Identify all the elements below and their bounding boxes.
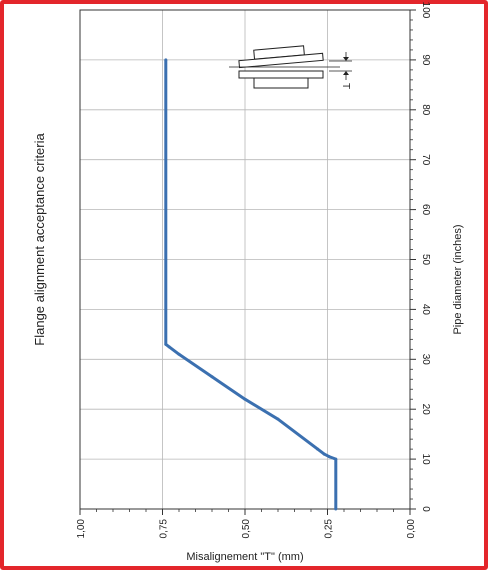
x-axis-label: Misalignement "T" (mm) [186,551,303,563]
y-tick-label: 40 [420,304,431,316]
series-point [334,457,338,461]
series-point [243,397,247,401]
series-points [164,58,338,511]
x-tick-label: 0,25 [324,519,335,539]
y-tick-label: 50 [420,254,431,266]
grid [79,9,411,510]
x-ticks: 1,00 0,75 0,50 0,25 0,00 [76,509,417,538]
y-tick-label: 80 [420,104,431,116]
inset-t-label: T [340,83,351,89]
y-tick-label: 0 [420,506,431,512]
series-point [327,455,331,459]
series-point [322,452,326,456]
series-point [276,417,280,421]
y-tick-label: 30 [420,354,431,366]
series-point [164,342,168,346]
series-line [164,59,338,509]
x-tick-label: 0,00 [406,519,417,539]
x-tick-label: 1,00 [76,519,87,539]
y-tick-label: 100 [420,2,431,19]
x-tick-label: 0,50 [241,519,252,539]
series-point [177,352,181,356]
y-ticks: 0 10 20 30 40 50 60 70 80 90 100 [410,2,431,512]
series-point [167,345,171,349]
y-tick-label: 60 [420,204,431,216]
y-tick-label: 20 [420,404,431,416]
series-point [316,447,320,451]
y-axis-label: Pipe diameter (inches) [452,224,464,334]
series-point [334,507,338,511]
y-tick-label: 10 [420,454,431,466]
chart-title: Flange alignment acceptance criteria [32,133,47,346]
series-point [164,58,168,62]
flange-diagram-icon [229,45,352,89]
series-point [210,375,214,379]
y-tick-label: 90 [420,54,431,66]
x-tick-label: 0,75 [159,519,170,539]
y-tick-label: 70 [420,154,431,166]
